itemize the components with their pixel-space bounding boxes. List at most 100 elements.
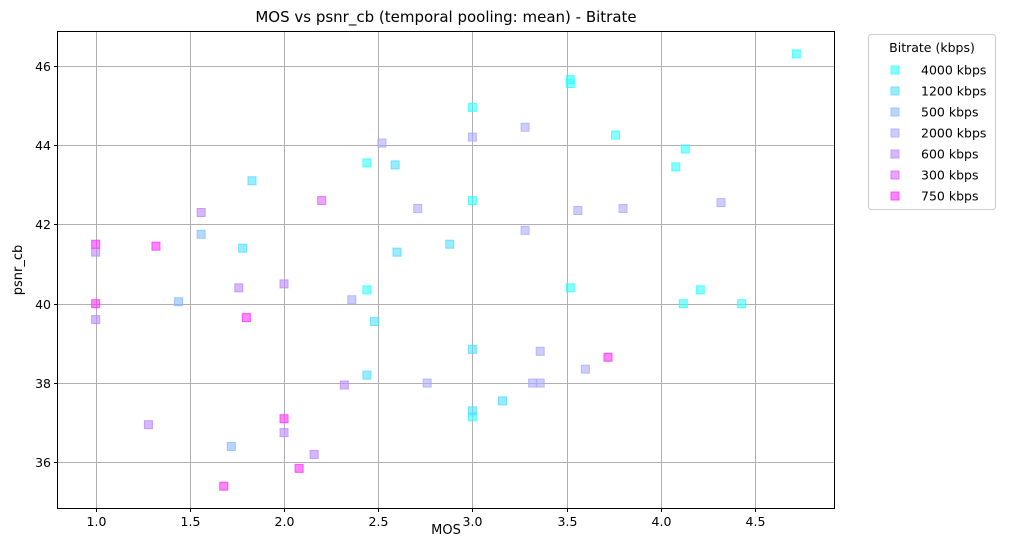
legend-items: 4000 kbps 1200 kbps 500 kbps 2000 kbps 600 k… — [890, 63, 986, 204]
data-point — [671, 162, 681, 172]
data-point — [467, 406, 477, 416]
x-tick-label: 2.0 — [275, 514, 295, 529]
plot-frame — [57, 31, 835, 509]
data-point — [196, 229, 206, 239]
data-point — [369, 317, 379, 327]
data-point — [151, 241, 161, 251]
data-point — [219, 481, 229, 491]
data-point — [226, 442, 236, 452]
legend-title: Bitrate (kbps) — [889, 40, 975, 55]
data-point — [392, 247, 402, 257]
x-axis-label: MOS — [431, 523, 461, 538]
x-tick-label: 3.0 — [463, 514, 483, 529]
data-point — [294, 463, 304, 473]
legend-label: 500 kbps — [921, 105, 978, 120]
data-point — [611, 130, 621, 140]
series-1200-kbps — [238, 160, 508, 416]
data-point — [362, 370, 372, 380]
y-tick-label: 38 — [35, 376, 51, 391]
data-point — [678, 299, 688, 309]
data-point — [238, 243, 248, 253]
data-point — [445, 239, 455, 249]
y-tick-label: 40 — [35, 297, 51, 312]
x-tick-label: 4.0 — [652, 514, 672, 529]
data-point — [413, 204, 423, 214]
data-point — [91, 239, 101, 249]
series-500-kbps — [174, 229, 236, 452]
y-tick-label: 36 — [35, 455, 51, 470]
data-point — [309, 449, 319, 459]
data-point — [618, 204, 628, 214]
y-axis-label: psnr_cb — [11, 245, 26, 296]
x-tick-label: 1.0 — [87, 514, 107, 529]
x-tick-label: 2.5 — [369, 514, 389, 529]
data-point — [520, 225, 530, 235]
series-600-kbps — [91, 207, 349, 459]
data-point — [91, 315, 101, 325]
data-point — [377, 138, 387, 148]
data-point — [174, 297, 184, 307]
series-2000-kbps — [347, 122, 726, 388]
data-point — [467, 132, 477, 142]
legend-marker — [890, 65, 900, 75]
data-point — [565, 283, 575, 293]
data-point — [467, 344, 477, 354]
series-4000-kbps — [362, 49, 801, 422]
data-point — [279, 414, 289, 424]
data-point — [362, 158, 372, 168]
legend-marker — [890, 191, 900, 201]
data-point — [91, 299, 101, 309]
x-tick-label: 3.5 — [558, 514, 578, 529]
legend: Bitrate (kbps) 4000 kbps 1200 kbps 500 kbp… — [868, 34, 996, 210]
data-point — [520, 122, 530, 132]
data-point — [737, 299, 747, 309]
data-point — [791, 49, 801, 59]
data-point — [680, 144, 690, 154]
data-points — [91, 49, 801, 491]
data-point — [143, 420, 153, 430]
data-point — [317, 196, 327, 206]
legend-label: 4000 kbps — [921, 63, 986, 78]
data-point — [565, 79, 575, 89]
data-point — [535, 378, 545, 388]
data-point — [241, 313, 251, 323]
data-point — [347, 295, 357, 305]
data-point — [234, 283, 244, 293]
legend-marker — [890, 128, 900, 138]
grid — [58, 32, 834, 508]
legend-label: 300 kbps — [921, 168, 978, 183]
data-point — [339, 380, 349, 390]
x-tick-label: 1.5 — [181, 514, 201, 529]
series-750-kbps — [91, 239, 613, 491]
data-point — [573, 206, 583, 215]
x-tick-label: 4.5 — [746, 514, 766, 529]
data-point — [695, 285, 705, 295]
data-point — [362, 285, 372, 295]
data-point — [535, 346, 545, 356]
data-point — [279, 428, 289, 438]
data-point — [390, 160, 400, 170]
legend-label: 1200 kbps — [921, 84, 986, 99]
data-point — [196, 207, 206, 217]
data-point — [603, 352, 613, 362]
axis-ticks: 1.0 1.5 2.0 2.5 3.0 3.5 4.0 4.5 36 38 40 42 44 46 — [35, 59, 765, 529]
data-point — [422, 378, 432, 388]
data-point — [580, 364, 590, 374]
legend-marker — [890, 149, 900, 159]
data-point — [91, 247, 101, 257]
legend-label: 750 kbps — [921, 189, 978, 204]
data-point — [279, 279, 289, 289]
legend-frame — [868, 34, 996, 210]
y-tick-label: 46 — [35, 59, 51, 74]
y-tick-label: 42 — [35, 217, 51, 232]
data-point — [467, 196, 477, 206]
legend-label: 2000 kbps — [921, 126, 986, 141]
series-300-kbps — [317, 196, 327, 206]
data-point — [247, 176, 257, 186]
legend-label: 600 kbps — [921, 147, 978, 162]
legend-marker — [890, 170, 900, 180]
data-point — [528, 378, 538, 388]
y-tick-label: 44 — [35, 138, 51, 153]
